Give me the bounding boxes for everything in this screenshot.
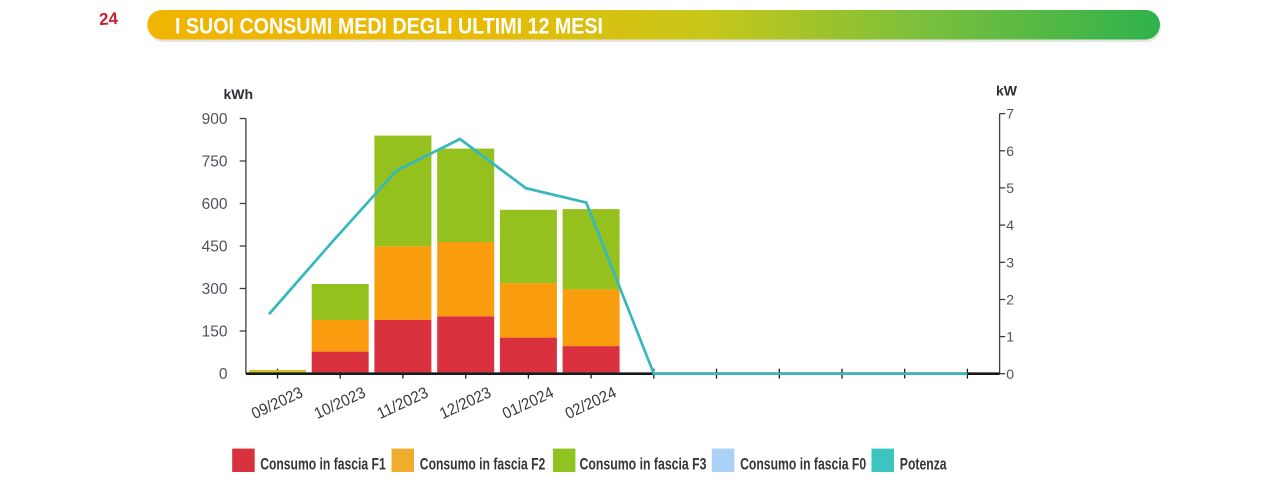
svg-text:I SUOI CONSUMI MEDI DEGLI ULTI: I SUOI CONSUMI MEDI DEGLI ULTIMI 12 MESI [175, 13, 603, 38]
svg-text:3: 3 [1006, 254, 1014, 270]
svg-text:Consumo in fascia F2: Consumo in fascia F2 [420, 455, 546, 474]
svg-text:0: 0 [219, 366, 228, 383]
svg-text:24: 24 [98, 9, 119, 29]
svg-text:2: 2 [1006, 292, 1014, 308]
svg-text:0: 0 [1006, 366, 1014, 382]
svg-text:01/2024: 01/2024 [500, 384, 557, 422]
svg-text:kW: kW [996, 83, 1018, 99]
svg-text:600: 600 [202, 196, 228, 213]
svg-text:6: 6 [1006, 143, 1014, 159]
svg-text:1: 1 [1006, 329, 1014, 345]
svg-text:5: 5 [1006, 180, 1014, 196]
svg-text:11/2023: 11/2023 [375, 384, 432, 422]
svg-text:900: 900 [202, 111, 228, 128]
svg-text:Potenza: Potenza [900, 455, 947, 474]
svg-text:7: 7 [1006, 106, 1014, 122]
svg-text:Consumo in fascia F1: Consumo in fascia F1 [260, 455, 386, 474]
svg-text:09/2023: 09/2023 [249, 384, 306, 422]
svg-text:750: 750 [202, 154, 228, 171]
svg-text:150: 150 [202, 324, 228, 341]
svg-text:12/2023: 12/2023 [437, 384, 494, 422]
svg-text:kWh: kWh [224, 86, 254, 102]
svg-text:Consumo in fascia F3: Consumo in fascia F3 [580, 455, 707, 474]
svg-text:300: 300 [202, 281, 228, 298]
svg-text:02/2024: 02/2024 [563, 384, 620, 422]
svg-text:450: 450 [202, 239, 228, 256]
svg-text:4: 4 [1006, 217, 1014, 233]
svg-text:Consumo in fascia F0: Consumo in fascia F0 [740, 455, 866, 474]
svg-text:10/2023: 10/2023 [312, 384, 369, 422]
